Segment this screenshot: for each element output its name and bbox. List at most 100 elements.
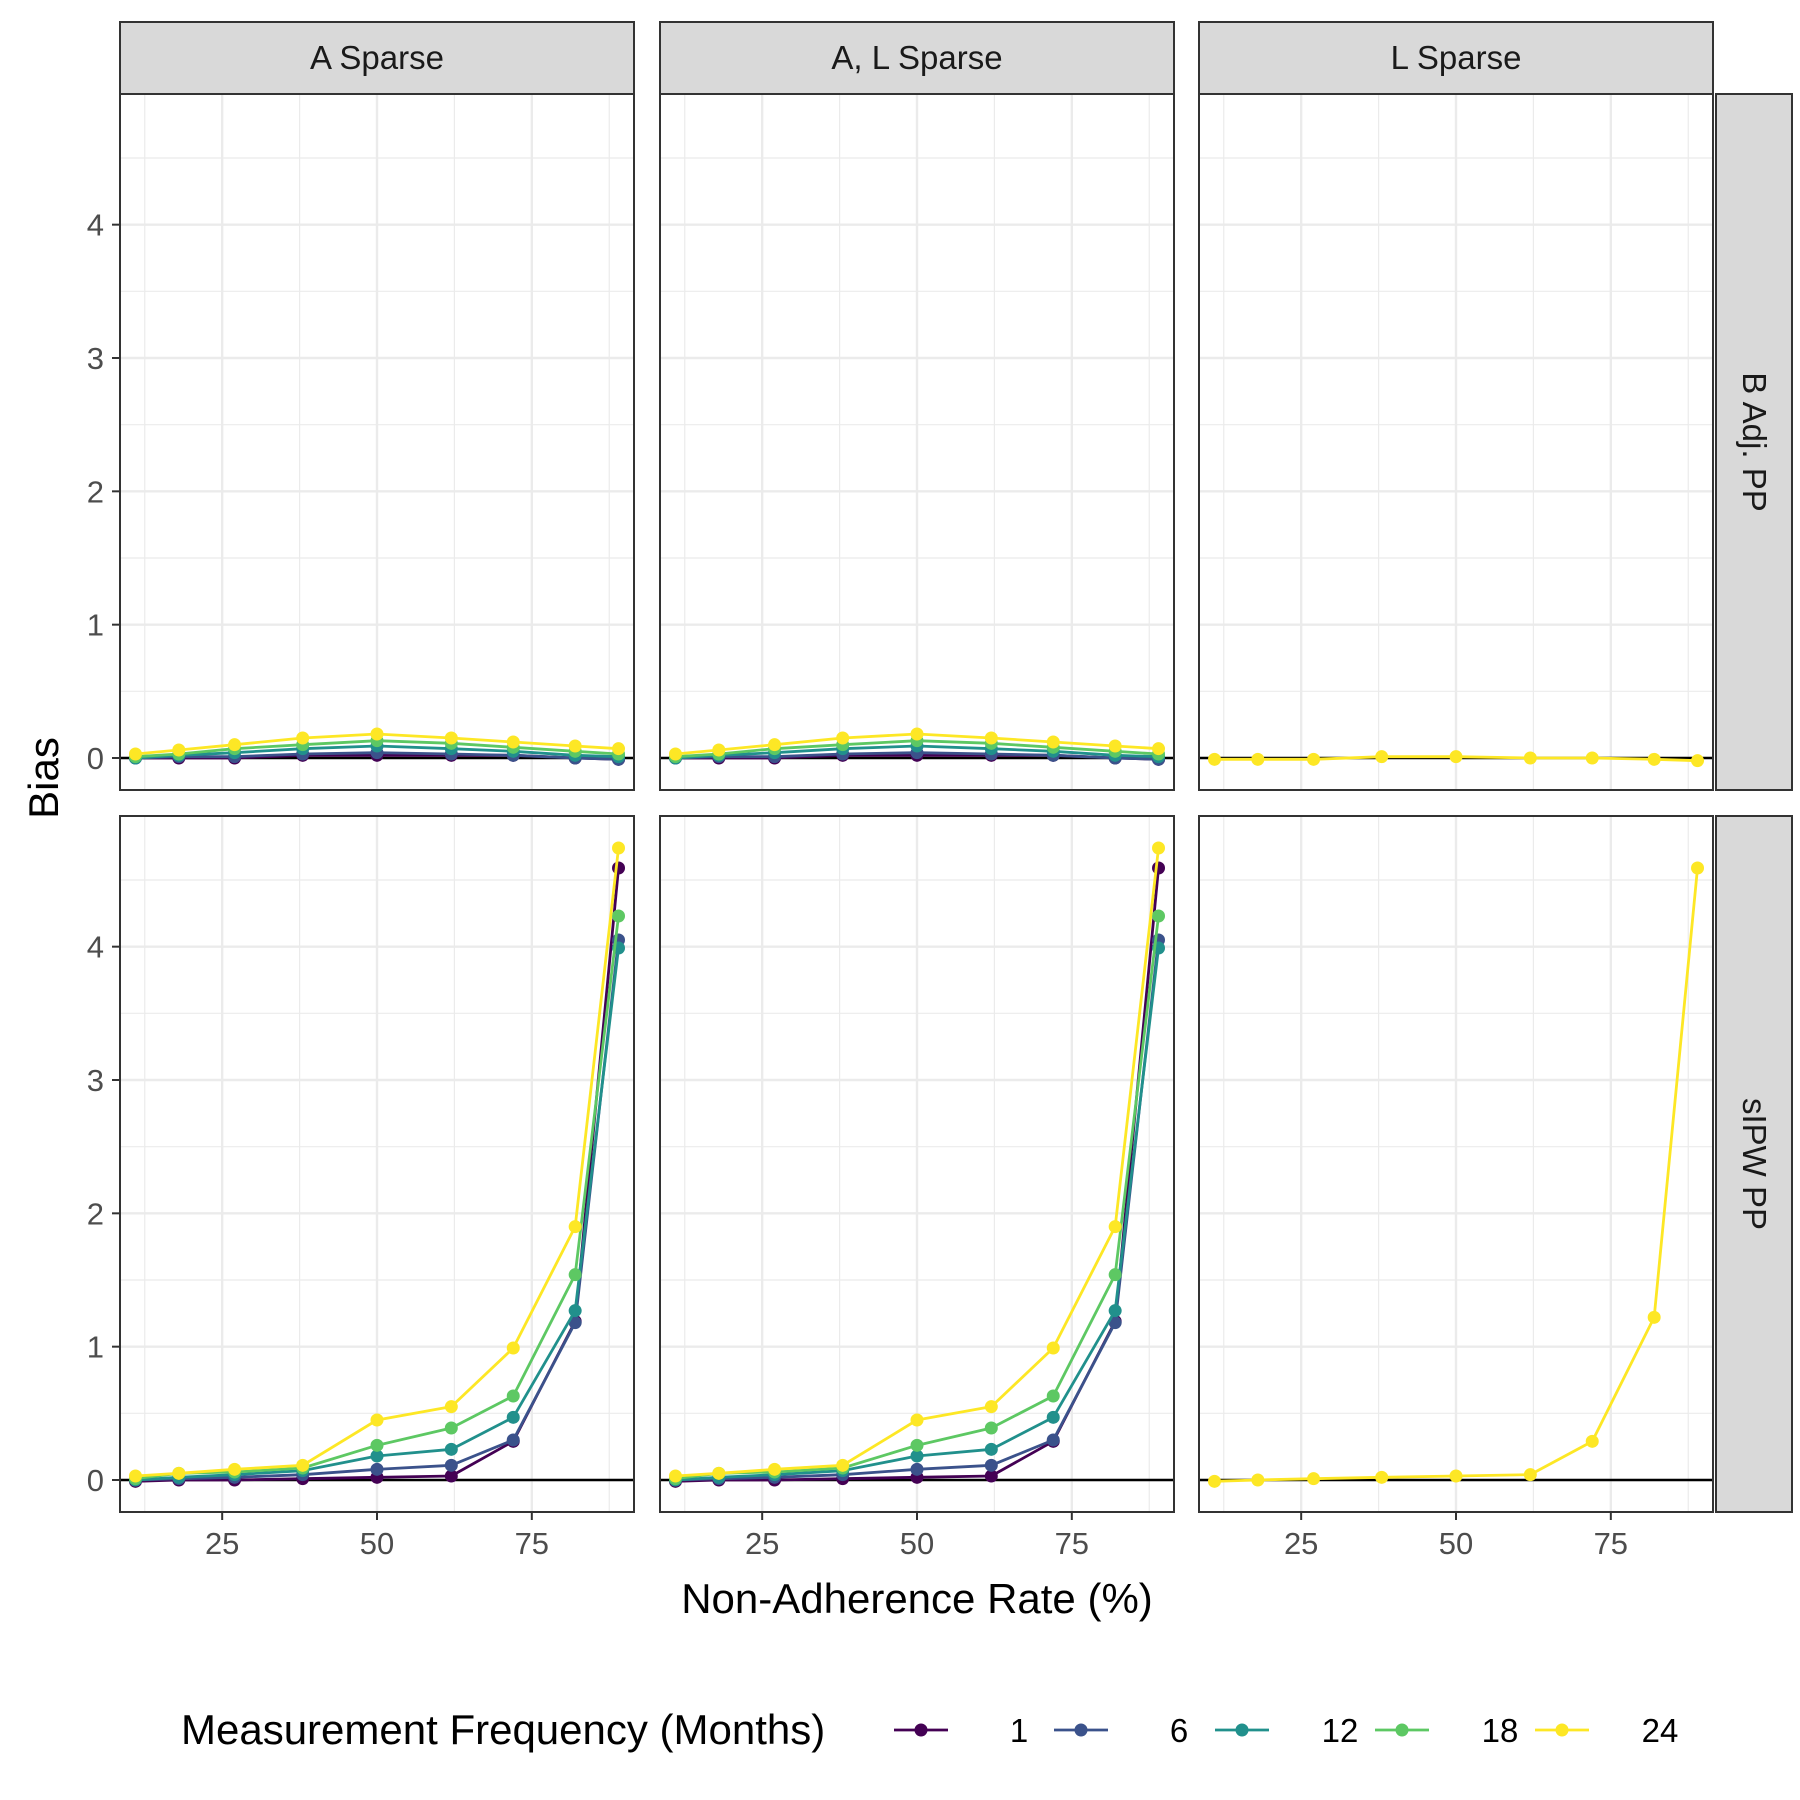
column-strip-a-sparse: A Sparse — [119, 21, 635, 95]
data-point-24 — [984, 731, 998, 745]
data-point-12 — [910, 1449, 924, 1463]
data-point-1 — [1152, 861, 1166, 875]
legend-item-1: 1 — [894, 1712, 1028, 1749]
legend-key-point — [1235, 1723, 1249, 1737]
data-point-24 — [506, 735, 520, 749]
data-point-24 — [1207, 1474, 1221, 1488]
data-point-24 — [1307, 1472, 1321, 1486]
data-point-24 — [1152, 841, 1166, 855]
legend-key-point — [1395, 1723, 1409, 1737]
data-point-12 — [370, 1449, 384, 1463]
x-tick-label: 50 — [900, 1526, 934, 1561]
data-point-24 — [1647, 1310, 1661, 1324]
y-tick-label: 2 — [87, 474, 104, 509]
data-point-6 — [1046, 1433, 1060, 1447]
panel-a-sparse-sipw-pp — [119, 815, 635, 1513]
data-point-24 — [1375, 750, 1389, 764]
data-point-24 — [836, 731, 850, 745]
data-point-18 — [506, 1389, 520, 1403]
data-point-24 — [1585, 1434, 1599, 1448]
x-tick-label: 25 — [1284, 1526, 1318, 1561]
data-point-24 — [712, 1466, 726, 1480]
data-point-18 — [1108, 1268, 1122, 1282]
legend-item-24: 24 — [1535, 1712, 1678, 1749]
y-tick-label: 0 — [87, 1463, 104, 1498]
data-point-12 — [1046, 1410, 1060, 1424]
data-point-24 — [984, 1400, 998, 1414]
data-point-6 — [444, 1458, 458, 1472]
data-point-6 — [568, 1316, 582, 1330]
data-point-12 — [506, 1410, 520, 1424]
column-strip-l-sparse: L Sparse — [1198, 21, 1714, 95]
data-point-24 — [296, 1458, 310, 1472]
data-point-24 — [1108, 739, 1122, 753]
panel-a-sparse-b-adj-pp — [119, 93, 635, 791]
legend-key-point — [1555, 1723, 1569, 1737]
ticks-layer: 0 1 2 3 4 0 1 2 3 4 25 50 75 25 50 75 25 50 75 — [87, 208, 1628, 1561]
data-point-18 — [444, 1421, 458, 1435]
data-point-1 — [984, 1469, 998, 1483]
data-point-6 — [370, 1462, 384, 1476]
legend: Measurement Frequency (Months) 1 6 12 18 24 — [181, 1706, 1678, 1753]
data-point-24 — [836, 1458, 850, 1472]
data-point-1 — [444, 1469, 458, 1483]
data-point-24 — [1046, 735, 1060, 749]
data-point-24 — [1523, 1468, 1537, 1482]
x-tick-label: 25 — [205, 1526, 239, 1561]
strip-background — [1715, 93, 1793, 791]
data-point-24 — [910, 1413, 924, 1427]
data-point-6 — [910, 1462, 924, 1476]
series-24-months — [1207, 861, 1705, 1488]
data-point-24 — [1046, 1341, 1060, 1355]
legend-label: 12 — [1322, 1712, 1359, 1749]
data-point-24 — [910, 727, 924, 741]
strips-layer: A Sparse A, L Sparse L Sparse B Adj. PP sIPW… — [119, 21, 1793, 1513]
strip-label: A, L Sparse — [831, 39, 1002, 76]
data-point-18 — [910, 1438, 924, 1452]
data-point-24 — [768, 1462, 782, 1476]
series-24-months — [668, 727, 1166, 761]
data-point-24 — [1691, 754, 1705, 768]
data-point-24 — [296, 731, 310, 745]
data-point-24 — [228, 738, 242, 752]
x-tick-label: 75 — [515, 1526, 549, 1561]
column-strip-a-l-sparse: A, L Sparse — [659, 21, 1175, 95]
strip-background — [1198, 21, 1714, 95]
strip-label: A Sparse — [310, 39, 444, 76]
data-point-24 — [128, 1469, 142, 1483]
y-tick-label: 4 — [87, 208, 104, 243]
data-point-24 — [1585, 751, 1599, 765]
legend-label: 6 — [1170, 1712, 1188, 1749]
x-tick-label: 50 — [1439, 1526, 1473, 1561]
legend-item-6: 6 — [1054, 1712, 1188, 1749]
series-24-months — [128, 841, 626, 1483]
data-point-24 — [668, 747, 682, 761]
data-point-24 — [712, 743, 726, 757]
data-point-24 — [1307, 752, 1321, 766]
strip-label: L Sparse — [1391, 39, 1522, 76]
data-point-24 — [444, 1400, 458, 1414]
y-tick-label: 3 — [87, 1063, 104, 1098]
data-point-24 — [1523, 751, 1537, 765]
x-axis-title: Non-Adherence Rate (%) — [681, 1575, 1153, 1622]
strip-background — [1715, 815, 1793, 1513]
legend-item-18: 18 — [1375, 1712, 1518, 1749]
data-point-24 — [172, 743, 186, 757]
x-tick-label: 25 — [745, 1526, 779, 1561]
panel-l-sparse-sipw-pp — [1198, 815, 1714, 1513]
data-point-12 — [444, 1442, 458, 1456]
y-tick-label: 3 — [87, 341, 104, 376]
data-point-24 — [1152, 742, 1166, 756]
data-point-18 — [568, 1268, 582, 1282]
data-point-24 — [668, 1469, 682, 1483]
series-24-months — [1207, 750, 1705, 768]
data-point-12 — [568, 1304, 582, 1318]
data-point-18 — [984, 1421, 998, 1435]
data-point-24 — [1647, 752, 1661, 766]
y-tick-label: 4 — [87, 930, 104, 965]
legend-item-12: 12 — [1215, 1712, 1358, 1749]
data-point-24 — [612, 841, 626, 855]
data-point-24 — [172, 1466, 186, 1480]
data-point-1 — [612, 861, 626, 875]
